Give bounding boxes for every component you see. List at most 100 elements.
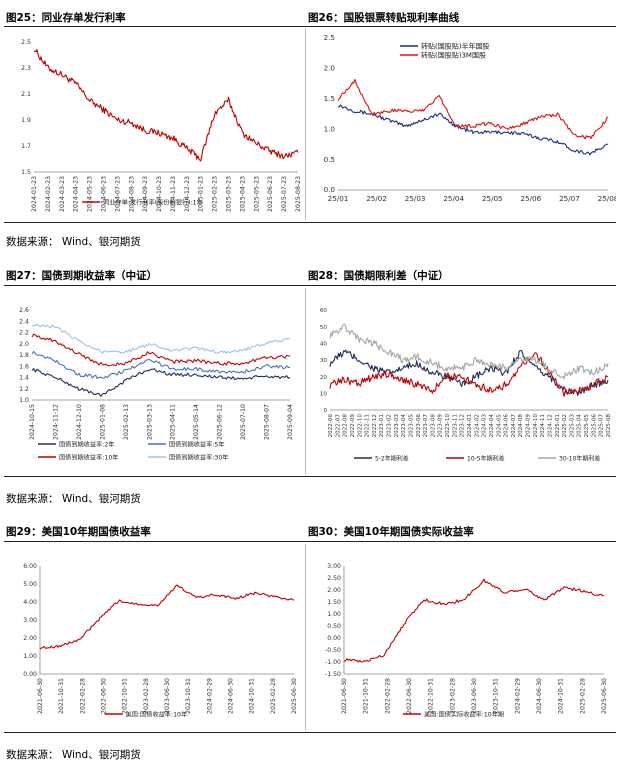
x-tick-label: 2024-03	[482, 414, 488, 438]
y-tick-label: 2.0	[19, 341, 29, 348]
y-tick-label: 1.5	[21, 169, 31, 176]
x-tick-label: 2024-02-23	[45, 176, 52, 212]
x-tick-label: 2024-09	[526, 414, 532, 438]
x-tick-label: 25/01	[328, 194, 349, 203]
legend-entry: 30-10年期利差	[559, 455, 600, 463]
x-tick-label: 2024-09-23	[142, 176, 149, 212]
x-tick-label: 25/03	[405, 194, 426, 203]
legend-entry: 国债到期收益率:2年	[59, 441, 115, 449]
x-tick-label: 2024-10	[533, 414, 539, 438]
x-tick-label: 2024-03-23	[59, 176, 66, 212]
chart-divider	[305, 28, 306, 220]
x-tick-label: 2023-05	[408, 414, 414, 438]
x-tick-label: 2023-04	[401, 414, 407, 438]
x-tick-label: 2022-10-31	[122, 678, 129, 714]
x-tick-label: 2022-12	[372, 414, 378, 437]
chart-divider	[305, 544, 306, 730]
x-tick-label: 2024-08	[518, 414, 524, 438]
y-tick-label: 1.8	[19, 352, 29, 359]
y-tick-label: 2.00	[327, 587, 341, 594]
y-tick-label: 2.0	[324, 64, 336, 73]
x-tick-label: 2025-02-23	[212, 176, 219, 212]
x-tick-label: 2025-04-11	[170, 404, 177, 440]
y-tick-label: 2.3	[21, 65, 31, 72]
y-tick-label: 50	[320, 325, 328, 331]
y-tick-label: 6.00	[23, 563, 37, 570]
x-tick-label: 2024-02	[474, 414, 480, 437]
y-tick-label: 0.50	[327, 623, 341, 630]
x-tick-label: 2025-03	[569, 414, 575, 438]
x-tick-label: 2021-06-30	[37, 678, 44, 714]
y-tick-label: 2.2	[19, 330, 29, 337]
x-tick-label: 2021-10-31	[58, 678, 65, 714]
chart-title-27: 图27：国债到期收益率（中证）	[6, 270, 158, 282]
y-tick-label: -0.50	[325, 647, 341, 654]
x-tick-label: 2023-12	[460, 414, 466, 437]
data-source-1: 数据来源： Wind、银河期货	[6, 236, 141, 248]
x-tick-label: 2025-02	[562, 414, 568, 437]
x-tick-label: 2023-03	[394, 414, 400, 438]
section-rule	[4, 732, 616, 733]
x-tick-label: 2022-06-30	[406, 678, 413, 714]
x-tick-label: 2025-08-23	[295, 176, 302, 212]
y-tick-label: 2.6	[19, 307, 29, 314]
chart-title-26: 图26：国股银票转贴现利率曲线	[308, 12, 460, 24]
x-tick-label: 25/08	[598, 194, 616, 203]
x-tick-label: 2024-05	[496, 414, 502, 438]
x-tick-label: 2025-01-23	[198, 176, 205, 212]
y-tick-label: 60	[320, 308, 328, 314]
x-tick-label: 2024-10-15	[29, 404, 36, 440]
x-tick-label: 2025-05-23	[253, 176, 260, 212]
x-tick-label: 2025-07-23	[281, 176, 288, 212]
x-tick-label: 2023-10-31	[185, 678, 192, 714]
series-line	[31, 367, 291, 397]
x-tick-label: 2022-09	[350, 414, 356, 438]
series-line	[32, 323, 291, 354]
y-tick-label: 30	[320, 358, 328, 364]
x-tick-label: 2023-09	[438, 414, 444, 438]
legend-entry: 国债到期收益率:10年	[59, 454, 118, 462]
y-tick-label: 1.50	[327, 599, 341, 606]
chart-title-25: 图25：同业存单发行利率	[6, 12, 126, 24]
legend-entry: 5-2年期利差	[375, 455, 409, 463]
x-tick-label: 25/06	[520, 194, 541, 203]
x-tick-label: 2025-08	[606, 414, 612, 438]
x-tick-label: 2022-02-28	[79, 678, 86, 714]
y-tick-label: 4.00	[23, 599, 37, 606]
x-tick-label: 2023-07	[423, 414, 429, 438]
series-line	[329, 352, 609, 397]
x-tick-label: 25/05	[482, 194, 503, 203]
y-tick-label: 1.0	[19, 397, 29, 404]
title-rule	[4, 285, 616, 286]
x-tick-label: 2025-04-23	[239, 176, 246, 212]
x-tick-label: 2024-11	[540, 414, 546, 438]
x-tick-label: 2024-04-23	[73, 176, 80, 212]
x-tick-label: 2024-11-23	[170, 176, 177, 212]
x-tick-label: 2024-02-29	[514, 678, 521, 714]
x-tick-label: 2025-07-10	[240, 404, 247, 440]
chart-title-28: 图28：国债期限利差（中证）	[308, 270, 449, 282]
x-tick-label: 2021-06-30	[341, 678, 348, 714]
series-line	[337, 78, 609, 140]
x-tick-label: 2024-02-29	[206, 678, 213, 714]
x-tick-label: 2025-06-30	[601, 678, 608, 714]
chart-title-30: 图30：美国10年期国债实际收益率	[308, 526, 474, 538]
legend-entry: 美国:国债实际收益率:10年期	[424, 711, 504, 719]
x-tick-label: 2024-07	[511, 414, 517, 438]
x-tick-label: 2023-02-28	[143, 678, 150, 714]
chart-us10y-real: -1.50 -1.00 -0.50 0.00 0.50 1.00 1.50 2.00 2.50 3…	[325, 563, 608, 719]
x-tick-label: 2022-11	[365, 414, 371, 438]
x-tick-label: 2024-05-23	[87, 176, 94, 212]
series-line	[329, 323, 609, 380]
series-line	[31, 333, 291, 367]
x-tick-label: 2024-06-30	[536, 678, 543, 714]
series-line	[337, 104, 609, 156]
y-tick-label: 3.00	[327, 563, 341, 570]
y-tick-label: 1.5	[324, 94, 335, 103]
y-tick-label: 2.00	[23, 635, 37, 642]
y-tick-label: 2.1	[21, 91, 31, 98]
x-tick-label: 2025-03-13	[146, 404, 153, 440]
x-tick-label: 2025-06-23	[267, 176, 274, 212]
section-rule	[4, 222, 616, 223]
x-tick-label: 25/02	[366, 194, 387, 203]
